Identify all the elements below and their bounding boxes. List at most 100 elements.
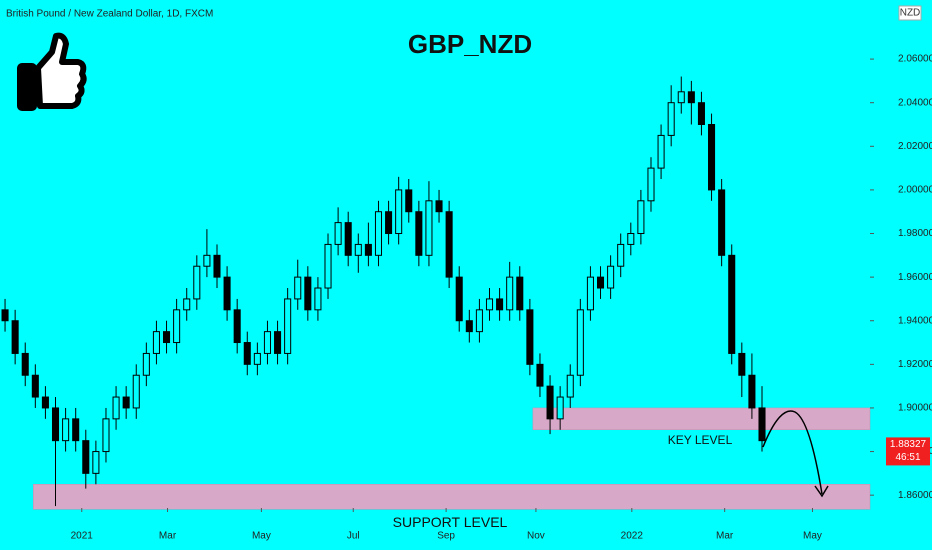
candle-body: [506, 276, 514, 311]
currency-box: [898, 5, 922, 21]
candle: [233, 298, 241, 354]
thumbs-up-icon: [17, 32, 87, 111]
x-tick-label: May: [252, 531, 271, 542]
candle: [203, 229, 211, 278]
candle: [132, 364, 140, 419]
candle-body: [667, 102, 675, 136]
candle-body: [122, 396, 130, 409]
candle-body: [364, 243, 372, 256]
candle-body: [243, 342, 251, 365]
candle: [31, 364, 39, 408]
x-tick-label: May: [803, 531, 822, 542]
support-level-label: SUPPORT LEVEL: [393, 514, 508, 530]
candle: [1, 298, 9, 332]
candle-body: [334, 222, 342, 245]
candle: [354, 233, 362, 273]
candle: [374, 200, 383, 267]
candle-body: [41, 396, 49, 409]
candle: [617, 233, 625, 278]
candle-body: [385, 211, 393, 235]
candle: [213, 244, 221, 289]
candle-body: [526, 309, 534, 365]
candle: [708, 113, 716, 201]
candle-body: [637, 200, 645, 235]
candle: [41, 386, 49, 419]
candle: [728, 244, 736, 365]
y-tick-label: 1.96000: [898, 272, 932, 283]
candle: [92, 440, 100, 485]
candle-body: [294, 276, 302, 300]
candle-body: [728, 254, 736, 354]
candle-body: [687, 91, 695, 104]
candle-body: [233, 309, 241, 344]
candle: [334, 207, 342, 256]
candle: [697, 91, 705, 136]
candle-body: [708, 123, 716, 191]
candle-body: [142, 352, 150, 376]
candle-body: [263, 331, 271, 354]
x-tick-label: Jul: [347, 531, 360, 542]
x-tick-label: Nov: [527, 531, 545, 542]
candle-body: [51, 407, 60, 442]
y-tick-label: 2.06000: [898, 54, 932, 65]
candle-body: [607, 265, 615, 289]
candle-body: [112, 396, 120, 420]
chart-title: GBP_NZD: [408, 29, 532, 59]
candle: [536, 353, 544, 398]
candle-body: [556, 396, 564, 420]
candle-body: [718, 189, 726, 256]
candle-body: [72, 418, 80, 442]
candle-body: [102, 418, 110, 453]
y-tick-label: 2.00000: [898, 185, 932, 196]
candle-body: [11, 320, 19, 354]
arrow-head: [814, 485, 829, 498]
candle: [607, 255, 615, 299]
candle: [415, 200, 423, 267]
candle: [163, 320, 171, 354]
y-tick-label: 1.98000: [898, 228, 932, 239]
candle-body: [374, 211, 383, 256]
y-tick-label: 1.92000: [898, 359, 932, 370]
candle: [21, 342, 29, 387]
candle-body: [395, 189, 403, 235]
candle: [516, 266, 524, 321]
candle-body: [415, 211, 423, 256]
source-label: British Pound / New Zealand Dollar, 1D, …: [6, 9, 213, 20]
candle-body: [738, 352, 746, 376]
candle-body: [576, 309, 584, 376]
candle: [506, 261, 514, 321]
candle: [475, 298, 483, 343]
y-tick-label: 1.94000: [898, 315, 932, 326]
candle-body: [566, 374, 574, 398]
candle: [324, 233, 332, 299]
candle: [284, 288, 292, 365]
candle: [274, 320, 282, 365]
x-tick-label: 2022: [621, 531, 644, 542]
candle-body: [62, 418, 70, 442]
candle-body: [425, 200, 433, 256]
candle: [243, 331, 251, 376]
candle: [253, 342, 261, 376]
zones: [33, 407, 871, 510]
candle-body: [697, 102, 705, 125]
candle: [667, 85, 675, 147]
candle-body: [516, 276, 524, 311]
candle-body: [314, 287, 322, 311]
candle: [718, 179, 726, 267]
candle: [193, 255, 201, 310]
price-tag-countdown: 46:51: [895, 452, 920, 463]
candle: [425, 181, 433, 267]
candle: [627, 222, 635, 256]
candle-body: [405, 189, 413, 213]
candle-body: [354, 243, 362, 256]
candle-body: [435, 200, 443, 213]
candle: [687, 80, 695, 125]
candle-body: [455, 276, 463, 322]
candle-body: [445, 211, 453, 278]
candle: [152, 320, 160, 365]
candle-body: [496, 298, 504, 311]
candle: [576, 298, 584, 387]
candle: [223, 266, 231, 321]
